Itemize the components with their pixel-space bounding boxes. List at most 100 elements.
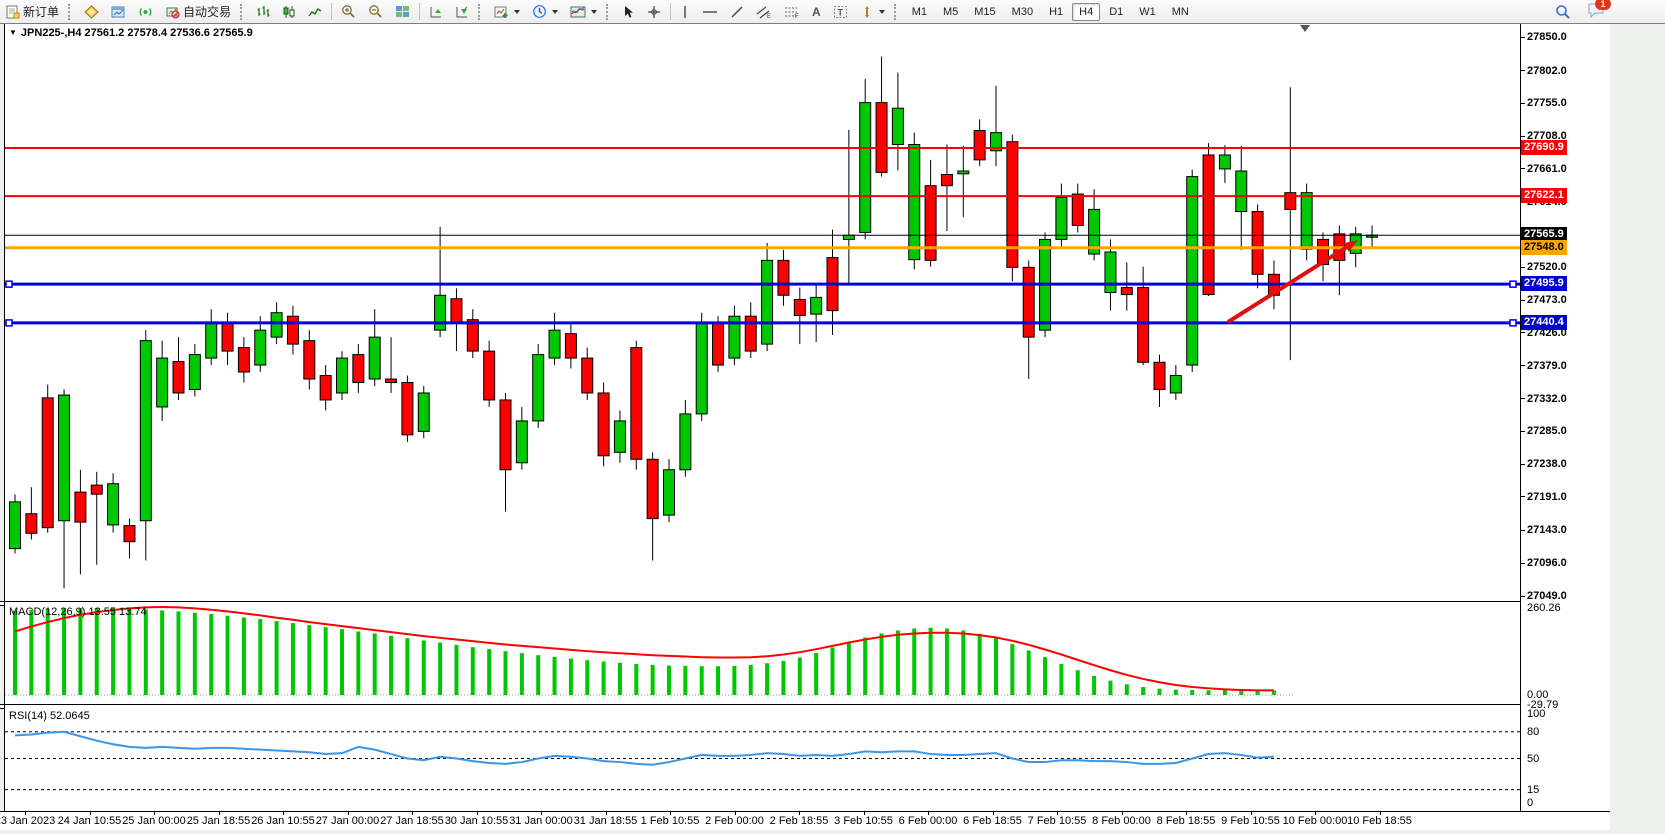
zoom-in-icon bbox=[342, 5, 355, 18]
time-axis-label: 26 Jan 10:55 bbox=[251, 815, 315, 827]
crosshair-tool-button[interactable] bbox=[642, 1, 666, 22]
toolbar-grip[interactable] bbox=[240, 3, 247, 20]
notification-badge: 1 bbox=[1595, 0, 1611, 10]
templates-button[interactable] bbox=[565, 1, 602, 22]
time-axis[interactable]: 23 Jan 2023 24 Jan 10:55 25 Jan 00:00 25 Ja… bbox=[0, 811, 1610, 830]
toolbar-grip[interactable] bbox=[893, 3, 901, 20]
chart-window-button[interactable] bbox=[106, 1, 131, 22]
label-tool-icon: T bbox=[833, 5, 847, 18]
timeframe-button-w1[interactable]: W1 bbox=[1139, 5, 1156, 18]
main-chart-canvas[interactable] bbox=[5, 23, 1521, 601]
price-axis-tick: 27802.0 bbox=[1521, 64, 1567, 78]
macd-histogram-bar bbox=[912, 628, 917, 695]
time-axis-tick bbox=[283, 812, 284, 815]
trendline-tool-button[interactable] bbox=[725, 1, 749, 22]
horizontal-line-tool-button[interactable] bbox=[697, 1, 723, 22]
candle bbox=[875, 56, 888, 177]
indicators-icon bbox=[494, 6, 508, 18]
chart-ohlc-title[interactable]: ▼ JPN225-,H4 27561.2 27578.4 27536.6 2756… bbox=[9, 27, 253, 39]
macd-histogram-bar bbox=[846, 642, 851, 695]
macd-histogram-bar bbox=[225, 615, 230, 695]
label-tool-button[interactable]: T bbox=[828, 1, 853, 22]
timeframe-button-m15[interactable]: M15 bbox=[974, 5, 996, 18]
market-watch-button[interactable] bbox=[79, 1, 104, 22]
cursor-tool-button[interactable] bbox=[617, 1, 640, 22]
macd-histogram-bar bbox=[78, 608, 83, 695]
macd-histogram-bar bbox=[568, 658, 573, 695]
vertical-line-tool-button[interactable] bbox=[675, 1, 695, 22]
candle bbox=[25, 487, 38, 540]
time-axis-tick bbox=[154, 812, 155, 815]
notifications-button[interactable]: 1 bbox=[1587, 0, 1611, 21]
time-axis-label: 9 Feb 10:55 bbox=[1221, 815, 1280, 827]
macd-histogram-bar bbox=[290, 623, 295, 695]
time-axis-label: 25 Jan 18:55 bbox=[186, 815, 251, 827]
chart-left-border bbox=[4, 23, 5, 811]
line-end-marker[interactable] bbox=[1509, 319, 1517, 327]
timeframe-button-h1[interactable]: H1 bbox=[1049, 5, 1064, 18]
last-price-cross-marker bbox=[1366, 229, 1378, 242]
price-axis-tick: 27379.0 bbox=[1521, 359, 1567, 373]
line-end-marker[interactable] bbox=[1509, 280, 1517, 288]
search-button[interactable] bbox=[1550, 1, 1576, 22]
tile-windows-button[interactable] bbox=[390, 1, 415, 22]
auto-trading-button[interactable]: 自动交易 bbox=[160, 1, 236, 22]
time-axis-tick bbox=[218, 812, 220, 815]
scale-fix-button[interactable] bbox=[450, 1, 474, 22]
rsi-pane-canvas[interactable] bbox=[5, 707, 1521, 811]
macd-histogram-bar bbox=[748, 664, 753, 695]
price-line-label: 27690.9 bbox=[1521, 140, 1567, 156]
trend-arrow-annotation[interactable] bbox=[1226, 245, 1348, 324]
line-chart-button[interactable] bbox=[303, 1, 327, 22]
new-order-button[interactable]: 新订单 bbox=[1, 1, 64, 22]
bar-chart-button[interactable] bbox=[251, 1, 275, 22]
zoom-out-button[interactable] bbox=[363, 1, 388, 22]
periods-button[interactable] bbox=[527, 1, 563, 22]
price-axis-tick: 27332.0 bbox=[1521, 392, 1567, 406]
toolbar-grip[interactable] bbox=[606, 3, 613, 20]
candle bbox=[9, 494, 21, 554]
arrows-tool-button[interactable] bbox=[855, 1, 890, 22]
chart-shift-marker[interactable] bbox=[1300, 25, 1310, 32]
gold-diamond-icon bbox=[84, 4, 99, 19]
timeframe-button-m30[interactable]: M30 bbox=[1011, 5, 1034, 18]
line-end-marker[interactable] bbox=[5, 319, 13, 327]
candle bbox=[1055, 183, 1068, 247]
macd-histogram-bar bbox=[503, 651, 508, 695]
indicators-button[interactable] bbox=[489, 1, 525, 22]
timeframe-button-mn[interactable]: MN bbox=[1171, 5, 1189, 18]
text-tool-button[interactable]: A bbox=[807, 1, 826, 22]
candle bbox=[973, 119, 986, 167]
candle bbox=[761, 242, 774, 352]
timeframe-button-d1[interactable]: D1 bbox=[1109, 5, 1124, 18]
price-line-label: 27548.0 bbox=[1521, 239, 1567, 255]
time-axis-tick bbox=[1315, 812, 1316, 815]
channel-tool-button[interactable]: E bbox=[751, 1, 777, 22]
macd-pane-canvas[interactable] bbox=[5, 604, 1521, 704]
new-order-icon bbox=[6, 5, 20, 18]
macd-histogram-bar bbox=[241, 617, 246, 695]
signal-button[interactable] bbox=[133, 1, 158, 22]
candlestick-chart-button[interactable] bbox=[277, 1, 301, 22]
macd-histogram-bar bbox=[961, 630, 966, 695]
toolbar-grip[interactable] bbox=[68, 3, 75, 20]
macd-indicator-label: MACD(12,26,9) 13.55 13.74 bbox=[9, 606, 147, 618]
line-chart-icon bbox=[308, 7, 322, 16]
price-axis[interactable]: 27850.027802.027755.027708.027661.027614… bbox=[1521, 23, 1610, 811]
candle bbox=[319, 365, 332, 411]
macd-histogram-bar bbox=[438, 642, 443, 695]
timeframe-button-m1[interactable]: M1 bbox=[911, 5, 927, 18]
macd-histogram-bar bbox=[994, 638, 998, 695]
macd-histogram-bar bbox=[732, 665, 737, 695]
auto-arrange-button[interactable] bbox=[424, 1, 448, 22]
zoom-in-button[interactable] bbox=[336, 1, 361, 22]
timeframe-button-m5[interactable]: M5 bbox=[942, 5, 959, 18]
timeframe-button-h4[interactable]: H4 bbox=[1072, 2, 1101, 21]
fibonacci-tool-button[interactable]: F bbox=[779, 1, 805, 22]
toolbar-grip[interactable] bbox=[478, 3, 485, 20]
price-axis-tick: 27520.0 bbox=[1521, 260, 1567, 274]
line-end-marker[interactable] bbox=[5, 280, 13, 288]
price-axis-tick: 27096.0 bbox=[1521, 556, 1567, 570]
macd-histogram-bar bbox=[1059, 663, 1064, 695]
candle bbox=[188, 344, 201, 397]
